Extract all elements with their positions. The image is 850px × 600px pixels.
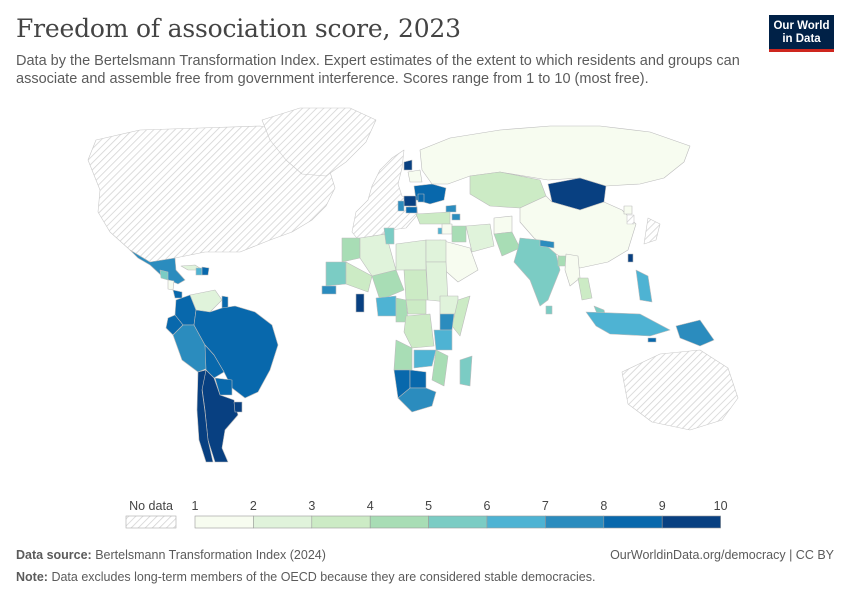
region-myanmar[interactable] (564, 253, 581, 287)
region-iraq[interactable] (451, 225, 467, 243)
region-romania[interactable] (403, 195, 417, 207)
data-source-text[interactable]: Bertelsmann Transformation Index (2024) (95, 548, 326, 562)
logo-line-2: in Data (782, 33, 821, 45)
region-kenya[interactable] (439, 313, 455, 331)
legend-bin-5[interactable] (428, 515, 488, 529)
region-armenia[interactable] (451, 213, 461, 221)
data-source-label: Data source: (16, 548, 92, 562)
legend-bin-9[interactable] (661, 515, 721, 529)
legend-tick-10: 10 (714, 499, 728, 513)
region-nicaragua[interactable] (167, 279, 175, 291)
region-georgia[interactable] (445, 204, 457, 213)
legend-tick-9: 9 (659, 499, 666, 513)
legend-no-data-label: No data (129, 499, 173, 513)
region-niger[interactable] (371, 269, 405, 301)
world-map[interactable] (0, 105, 850, 475)
region-mexico[interactable] (129, 249, 186, 285)
region-iran[interactable] (465, 223, 495, 253)
legend-bin-7[interactable] (545, 515, 605, 529)
region-lebanon[interactable] (437, 227, 443, 235)
region-indonesia[interactable] (585, 311, 671, 337)
region-madagascar[interactable] (459, 355, 473, 387)
region-morocco[interactable] (341, 237, 361, 263)
legend-tick-1: 1 (192, 499, 199, 513)
legend-tick-2: 2 (250, 499, 257, 513)
region-russia[interactable] (419, 125, 691, 187)
region-bolivia[interactable] (204, 344, 225, 379)
region-pakistan[interactable] (493, 231, 521, 257)
region-bangladesh[interactable] (557, 255, 567, 267)
region-papua-new-guinea[interactable] (675, 319, 715, 347)
region-mali[interactable] (345, 261, 373, 293)
legend-bin-8[interactable] (603, 515, 663, 529)
region-tunisia[interactable] (383, 227, 395, 245)
legend-tick-6: 6 (484, 499, 491, 513)
region-egypt[interactable] (425, 239, 447, 263)
legend-tick-8: 8 (600, 499, 607, 513)
region-paraguay[interactable] (214, 377, 233, 396)
region-philippines[interactable] (635, 269, 653, 303)
legend-bin-2[interactable] (253, 515, 313, 529)
legend-tick-4: 4 (367, 499, 374, 513)
region-libya[interactable] (395, 239, 427, 271)
region-dominican-republic[interactable] (201, 266, 210, 276)
region-somalia[interactable] (451, 295, 471, 337)
region-nepal[interactable] (539, 239, 555, 249)
region-bulgaria[interactable] (405, 206, 418, 214)
legend-bin-4[interactable] (369, 515, 429, 529)
region-south-africa[interactable] (397, 387, 437, 413)
region-belarus[interactable] (407, 169, 423, 183)
region-ghana[interactable] (355, 293, 365, 313)
region-serbia[interactable] (397, 200, 405, 212)
color-legend: No data 1 2 3 4 5 6 7 8 9 10 (125, 499, 728, 529)
logo-line-1: Our World (773, 20, 830, 32)
region-moldova[interactable] (417, 193, 425, 203)
legend-bin-1[interactable] (194, 515, 254, 529)
region-dr-congo[interactable] (403, 313, 435, 349)
region-afghanistan[interactable] (493, 215, 513, 235)
region-zambia[interactable] (413, 349, 437, 369)
legend-tick-7: 7 (542, 499, 549, 513)
region-south-korea-oecd[interactable] (626, 214, 635, 225)
region-turkey[interactable] (415, 211, 451, 225)
note-text: Data excludes long-term members of the O… (51, 570, 596, 584)
region-central-african-republic[interactable] (405, 299, 427, 315)
region-tanzania[interactable] (433, 329, 453, 351)
region-nigeria[interactable] (375, 295, 397, 317)
region-uruguay[interactable] (233, 401, 243, 413)
legend-bin-6[interactable] (486, 515, 546, 529)
data-source: Data source: Bertelsmann Transformation … (16, 548, 326, 562)
region-lithuania[interactable] (403, 159, 413, 171)
legend-no-data-swatch (125, 515, 177, 529)
chart-note: Note: Data excludes long-term members of… (16, 570, 595, 584)
region-mozambique[interactable] (431, 349, 449, 387)
legend-tick-3: 3 (308, 499, 315, 513)
note-label: Note: (16, 570, 48, 584)
region-sri-lanka[interactable] (545, 305, 553, 315)
region-haiti[interactable] (195, 267, 203, 276)
region-north-korea[interactable] (623, 205, 633, 215)
region-syria[interactable] (441, 223, 453, 235)
region-chad[interactable] (403, 269, 429, 301)
legend-bin-3[interactable] (311, 515, 371, 529)
region-guatemala[interactable] (159, 269, 169, 281)
chart-subtitle: Data by the Bertelsmann Transformation I… (16, 53, 740, 87)
source-url[interactable]: OurWorldinData.org/democracy | CC BY (610, 548, 834, 562)
owid-logo[interactable]: Our World in Data (769, 15, 834, 52)
region-botswana[interactable] (409, 369, 427, 389)
region-timor-leste[interactable] (647, 337, 657, 343)
region-taiwan[interactable] (627, 253, 634, 263)
region-japan-oecd[interactable] (643, 217, 661, 245)
region-mauritania[interactable] (325, 261, 347, 287)
region-panama[interactable] (172, 289, 183, 299)
region-chile[interactable] (196, 369, 214, 463)
region-australia-oecd[interactable] (621, 349, 739, 431)
map-regions (87, 107, 739, 463)
chart-title: Freedom of association score, 2023 (16, 14, 461, 43)
legend-tick-5: 5 (425, 499, 432, 513)
region-greenland[interactable] (261, 107, 377, 177)
region-angola[interactable] (393, 339, 413, 371)
region-thailand[interactable] (577, 277, 593, 301)
region-senegal[interactable] (321, 285, 337, 295)
